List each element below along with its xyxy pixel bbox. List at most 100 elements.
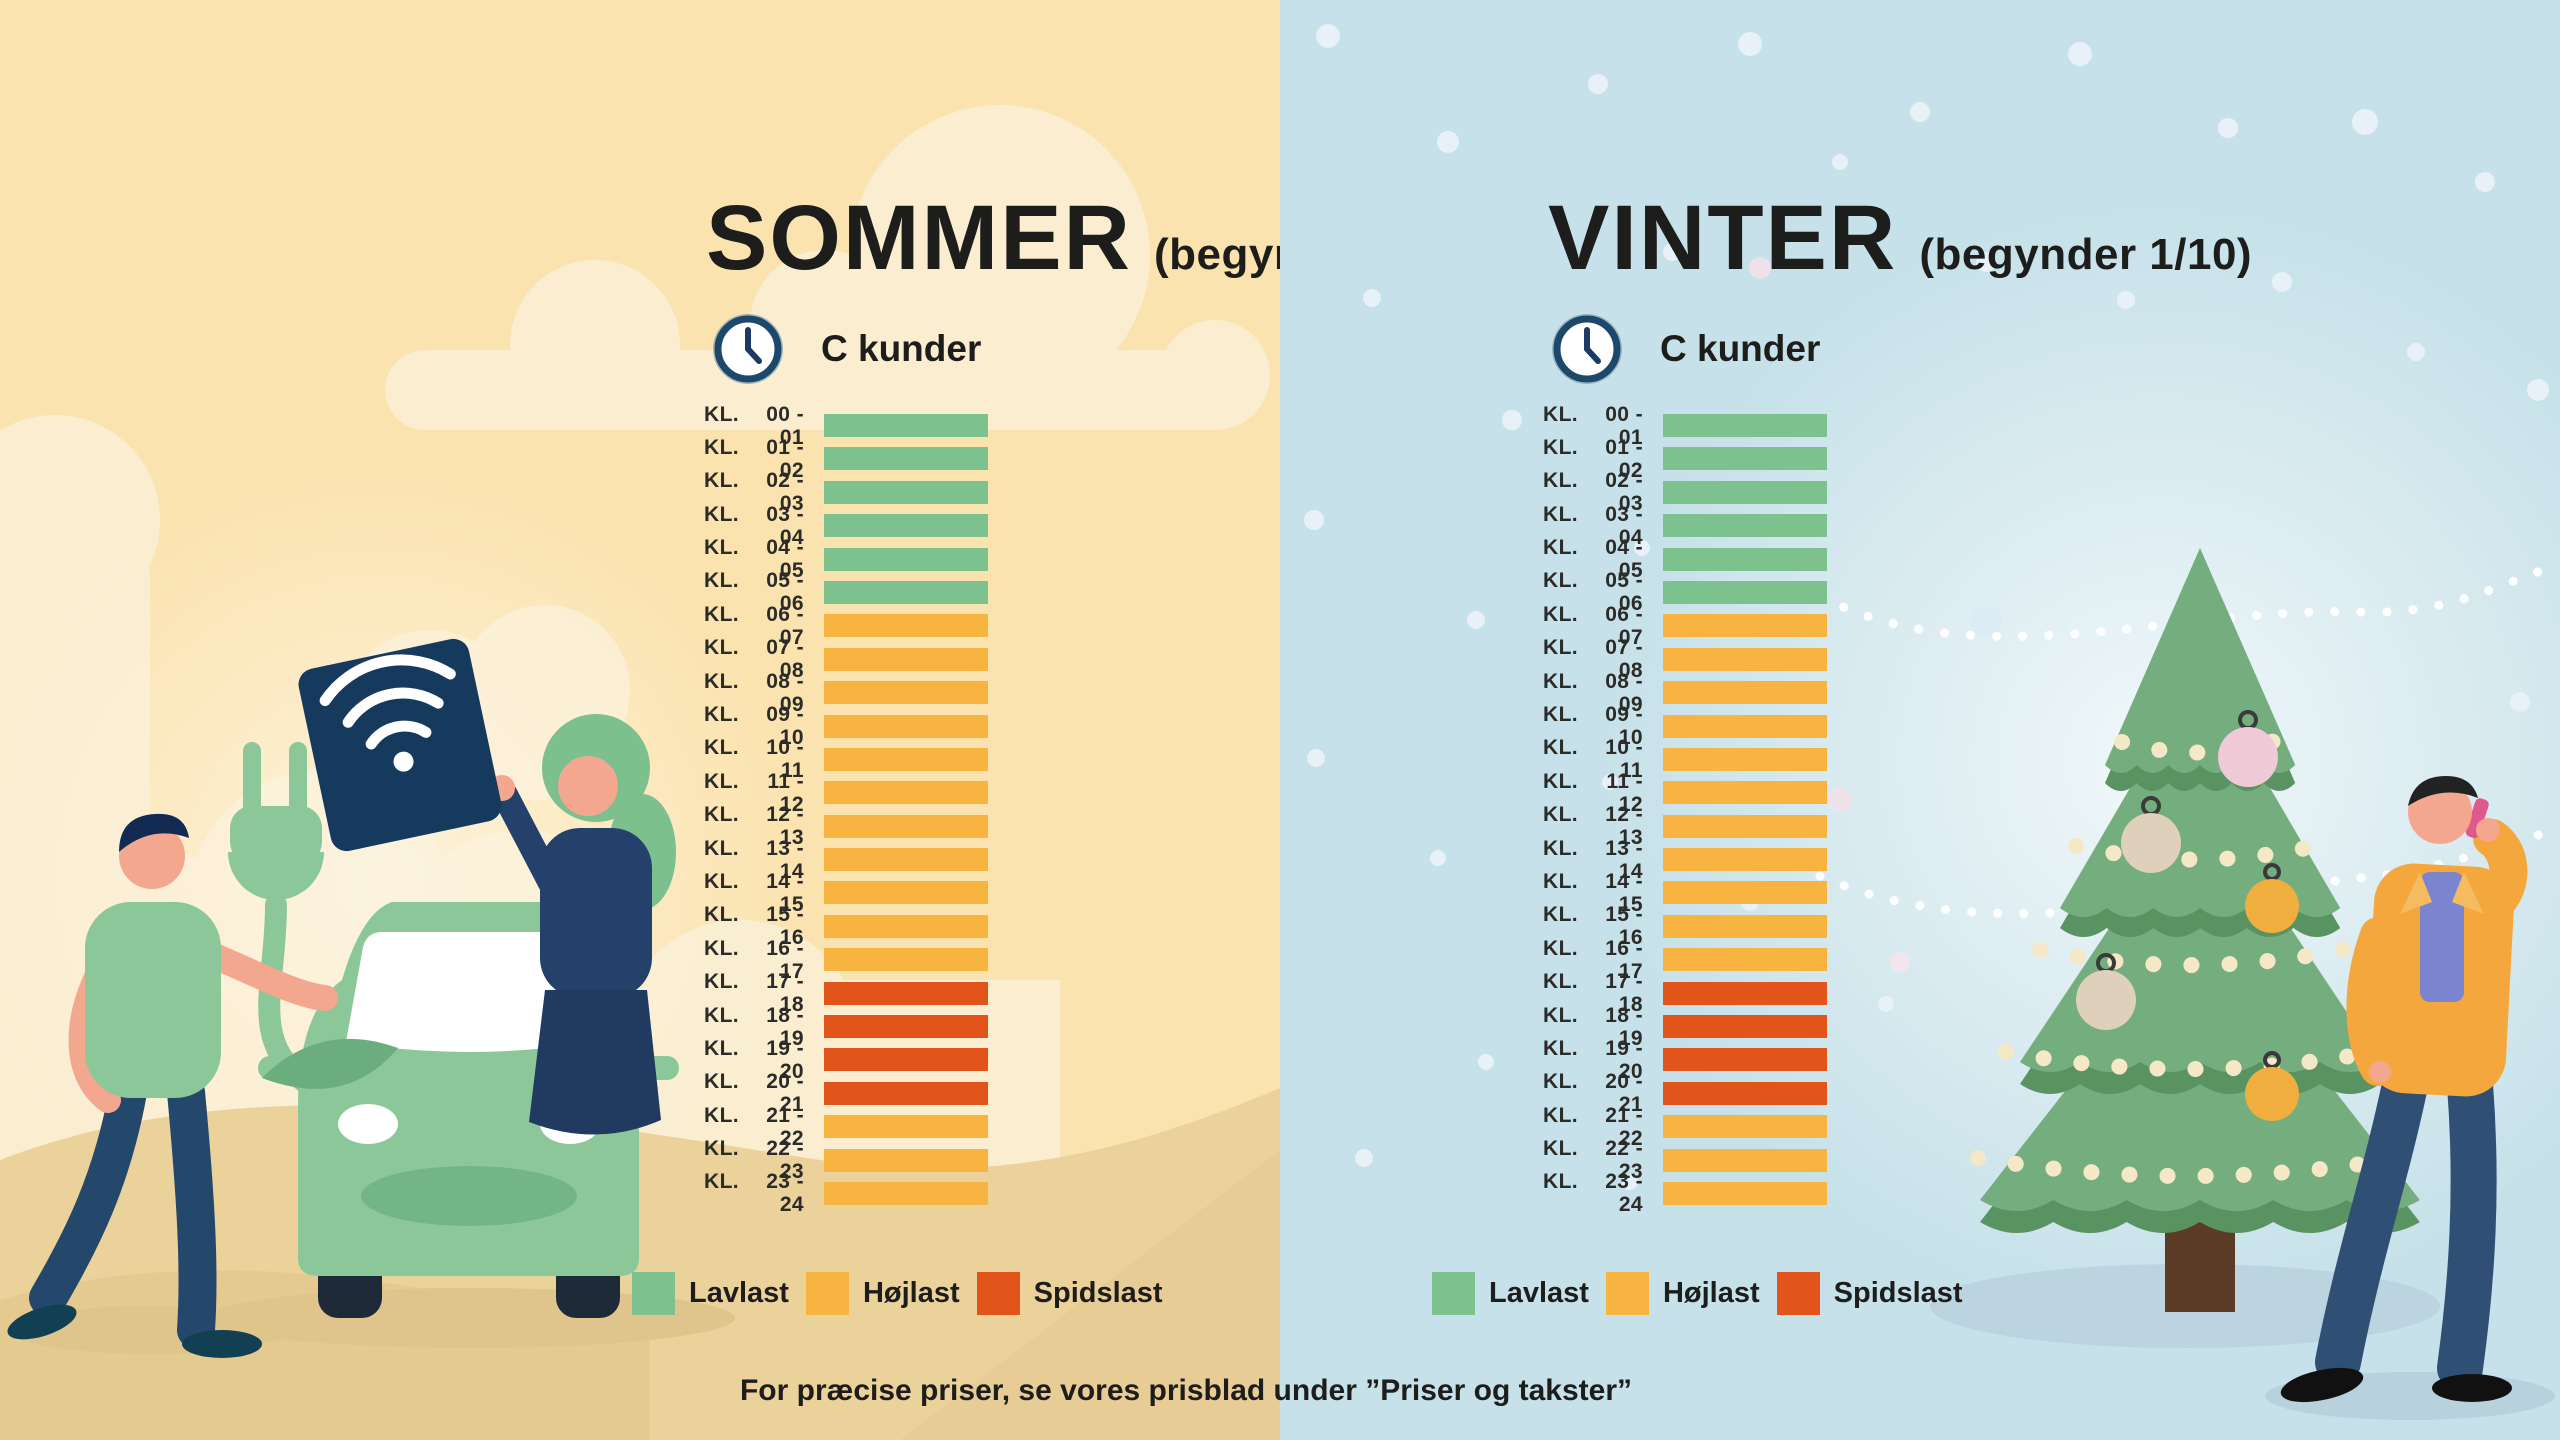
chart-header: C kunder xyxy=(713,314,981,384)
legend-swatch xyxy=(1432,1272,1475,1315)
tariff-bar xyxy=(824,1181,988,1205)
hour-label: KL. 06 - 07 xyxy=(704,602,804,649)
hour-label: KL. 07 - 08 xyxy=(1543,636,1643,683)
tariff-bar xyxy=(1663,881,1827,905)
schedule-row: KL. 20 - 21 xyxy=(1543,1070,1827,1116)
schedule-row: KL. 23 - 24 xyxy=(1543,1170,1827,1216)
schedule-row: KL. 05 - 06 xyxy=(1543,569,1827,615)
schedule-row: KL. 04 - 05 xyxy=(1543,536,1827,582)
tariff-bar xyxy=(824,781,988,805)
hour-label: KL. 11 - 12 xyxy=(1543,769,1643,816)
schedule-row: KL. 23 - 24 xyxy=(704,1170,988,1216)
baubles xyxy=(2076,710,2299,1121)
clock-icon xyxy=(713,314,783,384)
schedule-row: KL. 19 - 20 xyxy=(704,1037,988,1083)
season-title: SOMMER xyxy=(706,187,1132,289)
hour-label: KL. 21 - 22 xyxy=(1543,1103,1643,1150)
tariff-bar xyxy=(824,1115,988,1139)
winter-panel: VINTER (begynder 1/10) C kunder KL. 00 - 0… xyxy=(1280,0,2560,1440)
hour-label: KL. 01 - 02 xyxy=(704,435,804,482)
schedule-row: KL. 07 - 08 xyxy=(1543,636,1827,682)
hour-label: KL. 14 - 15 xyxy=(1543,869,1643,916)
hour-label: KL. 20 - 21 xyxy=(1543,1070,1643,1117)
hour-label: KL. 04 - 05 xyxy=(1543,536,1643,583)
season-subtitle: (begynder 1/4) xyxy=(1154,230,1280,279)
tariff-bar xyxy=(1663,681,1827,705)
season-subtitle: (begynder 1/10) xyxy=(1919,230,2253,279)
christmas-tree xyxy=(1970,548,2430,1312)
season-title: VINTER xyxy=(1548,187,1898,289)
hour-label: KL. 16 - 17 xyxy=(704,936,804,983)
tariff-bar xyxy=(824,447,988,471)
legend-swatch xyxy=(805,1272,849,1315)
hour-label: KL. 15 - 16 xyxy=(704,903,804,950)
schedule-row: KL. 21 - 22 xyxy=(1543,1104,1827,1150)
schedule-row: KL. 03 - 04 xyxy=(1543,503,1827,549)
winter-illustration xyxy=(1304,24,2560,1420)
tariff-bar xyxy=(824,1048,988,1072)
schedule-row: KL. 10 - 11 xyxy=(704,736,988,782)
schedule-row: KL. 12 - 13 xyxy=(1543,803,1827,849)
hour-label: KL. 08 - 09 xyxy=(1543,669,1643,716)
schedule-row: KL. 13 - 14 xyxy=(1543,837,1827,883)
tariff-bar xyxy=(1663,981,1827,1005)
schedule-row: KL. 15 - 16 xyxy=(704,903,988,949)
tariff-bar xyxy=(824,647,988,671)
tariff-bar xyxy=(824,848,988,872)
hour-label: KL. 13 - 14 xyxy=(704,836,804,883)
hour-label: KL. 08 - 09 xyxy=(704,669,804,716)
snowflakes xyxy=(1304,24,2549,1190)
legend-item: Lavlast xyxy=(632,1272,789,1315)
tariff-bar xyxy=(1663,480,1827,504)
legend-item: Højlast xyxy=(1605,1272,1760,1315)
schedule-row: KL. 13 - 14 xyxy=(704,837,988,883)
hour-label: KL. 22 - 23 xyxy=(704,1137,804,1184)
winter-title: VINTER (begynder 1/10) xyxy=(1548,186,2252,291)
schedule-row: KL. 05 - 06 xyxy=(704,569,988,615)
schedule-row: KL. 02 - 03 xyxy=(704,469,988,515)
legend-item: Spidslast xyxy=(976,1272,1163,1315)
tariff-bar xyxy=(1663,1115,1827,1139)
tariff-bar xyxy=(1663,580,1827,604)
hour-label: KL. 06 - 07 xyxy=(1543,602,1643,649)
tariff-bar xyxy=(824,1081,988,1105)
hour-label: KL. 11 - 12 xyxy=(704,769,804,816)
hour-label: KL. 19 - 20 xyxy=(704,1036,804,1083)
tariff-bar xyxy=(824,514,988,538)
schedule-row: KL. 15 - 16 xyxy=(1543,903,1827,949)
garland-lights xyxy=(1970,732,2430,1185)
clock-icon xyxy=(1552,314,1622,384)
legend-swatch xyxy=(1605,1272,1649,1315)
tariff-bar xyxy=(1663,848,1827,872)
tariff-bar xyxy=(1663,814,1827,838)
hour-label: KL. 13 - 14 xyxy=(1543,836,1643,883)
tariff-bar xyxy=(824,747,988,771)
schedule-row: KL. 00 - 01 xyxy=(704,403,988,449)
tariff-bar xyxy=(1663,714,1827,738)
schedule-row: KL. 17 - 18 xyxy=(1543,970,1827,1016)
tariff-bar xyxy=(1663,514,1827,538)
schedule-row: KL. 22 - 23 xyxy=(1543,1137,1827,1183)
tariff-bar xyxy=(824,881,988,905)
schedule-row: KL. 20 - 21 xyxy=(704,1070,988,1116)
hour-label: KL. 01 - 02 xyxy=(1543,435,1643,482)
summer-panel: SOMMER (begynder 1/4) C kunder KL.00 - 01 xyxy=(0,0,1280,1440)
tariff-bar xyxy=(824,981,988,1005)
hour-label: KL. 12 - 13 xyxy=(1543,803,1643,850)
hour-label: KL. 02 - 03 xyxy=(704,469,804,516)
hour-label: KL. 15 - 16 xyxy=(1543,903,1643,950)
schedule-row: KL. 02 - 03 xyxy=(1543,469,1827,515)
hour-label: KL. 05 - 06 xyxy=(1543,569,1643,616)
hour-label: KL. 00 - 01 xyxy=(704,402,804,449)
hour-label: KL. 03 - 04 xyxy=(704,502,804,549)
tariff-bar xyxy=(824,948,988,972)
tariff-bar xyxy=(1663,1015,1827,1039)
tariff-bar xyxy=(1663,1181,1827,1205)
tariff-bar xyxy=(1663,1148,1827,1172)
tariff-bar xyxy=(824,1148,988,1172)
customer-group-label: C kunder xyxy=(821,328,982,369)
legend-item: Højlast xyxy=(805,1272,960,1315)
hour-label: KL. 10 - 11 xyxy=(1543,736,1643,783)
customer-group-label: C kunder xyxy=(1660,328,1821,369)
